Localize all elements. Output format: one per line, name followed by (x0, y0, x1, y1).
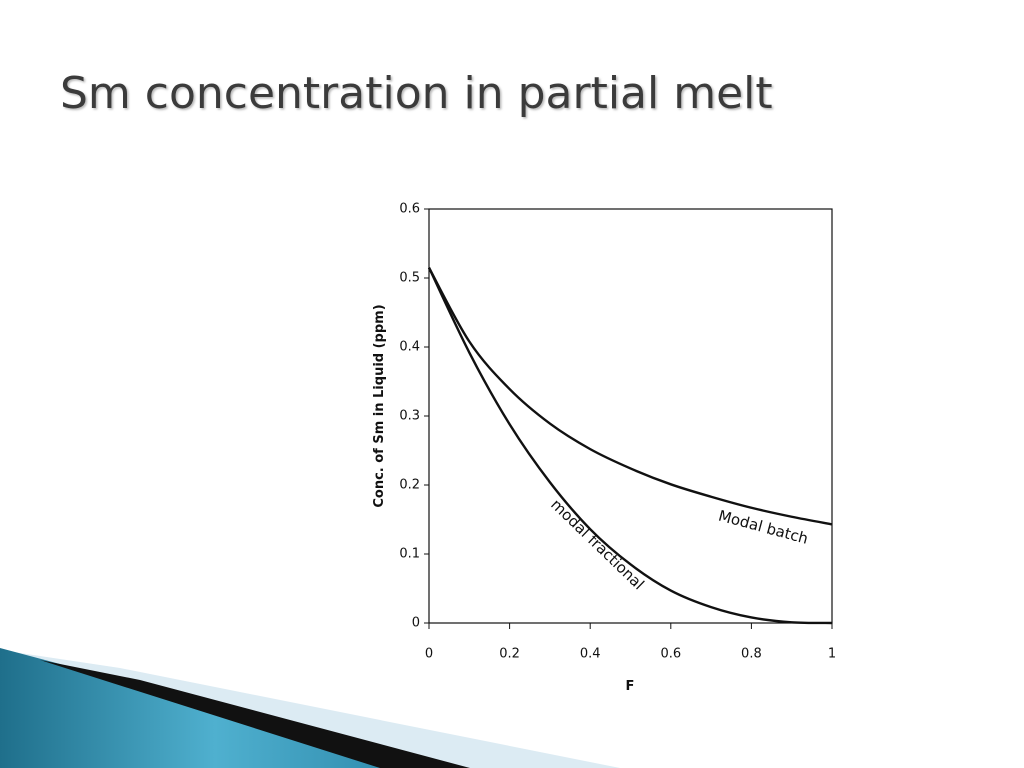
decoration (40, 660, 470, 768)
x-tick-label: 0.6 (660, 647, 681, 662)
y-tick-label: 0.2 (399, 478, 420, 493)
line (427, 267, 833, 526)
x-axis-label: F (626, 679, 635, 694)
series-label: Modal batch (716, 507, 810, 548)
y-tick-label: 0.6 (399, 202, 420, 217)
x-tick-label: 0.8 (741, 647, 762, 662)
line (427, 267, 833, 625)
plot-frame (428, 208, 833, 624)
y-tick-label: 0.3 (399, 409, 420, 424)
y-axis-label: Conc. of Sm in Liquid (ppm) (372, 304, 387, 507)
x-tick-label: 0.4 (580, 647, 601, 662)
x-tick-label: 0.2 (499, 647, 520, 662)
y-tick-label: 0 (412, 616, 420, 631)
slide-title: Sm concentration in partial melt (60, 68, 773, 119)
y-tick-label: 0.1 (399, 547, 420, 562)
x-tick-label: 0 (425, 647, 433, 662)
x-tick-label: 1 (828, 647, 836, 662)
series-label: modal fractional (547, 495, 648, 593)
y-tick-label: 0.4 (399, 340, 420, 355)
y-tick-label: 0.5 (399, 271, 420, 286)
